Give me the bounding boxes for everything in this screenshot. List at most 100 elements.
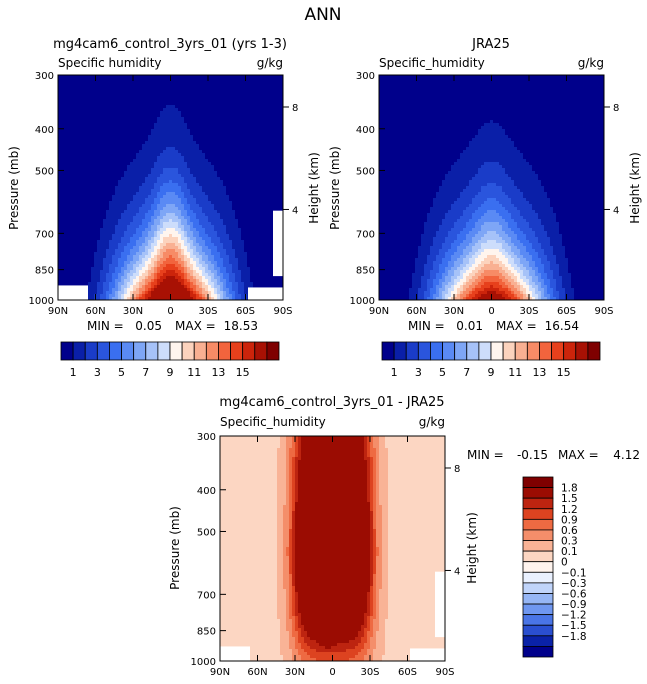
contour-cell: [208, 171, 212, 175]
contour-cell: [163, 258, 167, 262]
contour-cell: [190, 198, 194, 202]
contour-cell: [238, 210, 242, 214]
contour-cell: [229, 96, 233, 100]
contour-cell: [181, 87, 185, 91]
contour-cell: [223, 204, 227, 208]
contour-cell: [193, 177, 197, 181]
contour-cell: [211, 153, 215, 157]
contour-cell: [181, 135, 185, 139]
contour-cell: [241, 162, 245, 166]
contour-cell: [118, 132, 122, 136]
contour-cell: [58, 261, 62, 265]
contour-cell: [205, 258, 209, 262]
contour-cell: [106, 207, 110, 211]
contour-cell: [214, 144, 218, 148]
contour-cell: [208, 183, 212, 187]
contour-cell: [145, 213, 149, 217]
contour-cell: [109, 186, 113, 190]
contour-cell: [205, 93, 209, 97]
contour-cell: [91, 267, 95, 271]
contour-cell: [262, 228, 266, 232]
contour-cell: [79, 81, 83, 85]
contour-cell: [166, 102, 170, 106]
contour-cell: [61, 111, 65, 115]
contour-cell: [127, 246, 131, 250]
contour-cell: [97, 123, 101, 127]
contour-cell: [139, 120, 143, 124]
contour-cell: [88, 198, 92, 202]
contour-cell: [265, 156, 269, 160]
contour-cell: [196, 123, 200, 127]
contour-cell: [259, 132, 263, 136]
contour-cell: [160, 132, 164, 136]
contour-cell: [157, 237, 161, 241]
contour-cell: [115, 207, 119, 211]
contour-cell: [268, 213, 272, 217]
contour-cell: [133, 252, 137, 256]
contour-cell: [247, 237, 251, 241]
contour-cell: [190, 270, 194, 274]
contour-cell: [211, 252, 215, 256]
contour-cell: [169, 123, 173, 127]
contour-cell: [259, 246, 263, 250]
contour-cell: [127, 258, 131, 262]
contour-cell: [127, 192, 131, 196]
contour-cell: [97, 141, 101, 145]
contour-cell: [265, 90, 269, 94]
contour-cell: [97, 87, 101, 91]
contour-cell: [97, 132, 101, 136]
contour-cell: [61, 264, 65, 268]
contour-cell: [124, 216, 128, 220]
contour-cell: [160, 180, 164, 184]
contour-cell: [223, 177, 227, 181]
contour-cell: [181, 243, 185, 247]
contour-cell: [178, 183, 182, 187]
contour-cell: [256, 123, 260, 127]
contour-cell: [268, 258, 272, 262]
contour-cell: [127, 132, 131, 136]
contour-cell: [268, 195, 272, 199]
contour-cell: [136, 108, 140, 112]
contour-cell: [100, 189, 104, 193]
contour-cell: [94, 261, 98, 265]
contour-cell: [70, 186, 74, 190]
contour-cell: [76, 243, 80, 247]
contour-cell: [166, 147, 170, 151]
contour-cell: [112, 87, 116, 91]
contour-cell: [211, 117, 215, 121]
contour-cell: [64, 123, 68, 127]
contour-cell: [154, 180, 158, 184]
contour-cell: [259, 270, 263, 274]
contour-cell: [109, 216, 113, 220]
contour-cell: [142, 210, 146, 214]
contour-cell: [166, 213, 170, 217]
contour-cell: [229, 180, 233, 184]
contour-cell: [247, 213, 251, 217]
contour-cell: [94, 81, 98, 85]
contour-cell: [238, 126, 242, 130]
contour-cell: [280, 189, 284, 193]
contour-cell: [82, 237, 86, 241]
contour-cell: [124, 252, 128, 256]
contour-cell: [151, 246, 155, 250]
contour-cell: [253, 231, 257, 235]
contour-cell: [61, 210, 65, 214]
contour-cell: [235, 114, 239, 118]
contour-cell: [82, 201, 86, 205]
contour-cell: [238, 153, 242, 157]
contour-cell: [127, 156, 131, 160]
contour-cell: [160, 117, 164, 121]
contour-cell: [157, 81, 161, 85]
contour-cell: [247, 111, 251, 115]
contour-cell: [166, 81, 170, 85]
contour-cell: [172, 141, 176, 145]
contour-cell: [262, 249, 266, 253]
contour-cell: [133, 84, 137, 88]
contour-cell: [163, 192, 167, 196]
contour-cell: [97, 81, 101, 85]
contour-cell: [211, 261, 215, 265]
contour-cell: [130, 174, 134, 178]
contour-cell: [229, 129, 233, 133]
contour-cell: [157, 126, 161, 130]
contour-cell: [271, 204, 275, 208]
